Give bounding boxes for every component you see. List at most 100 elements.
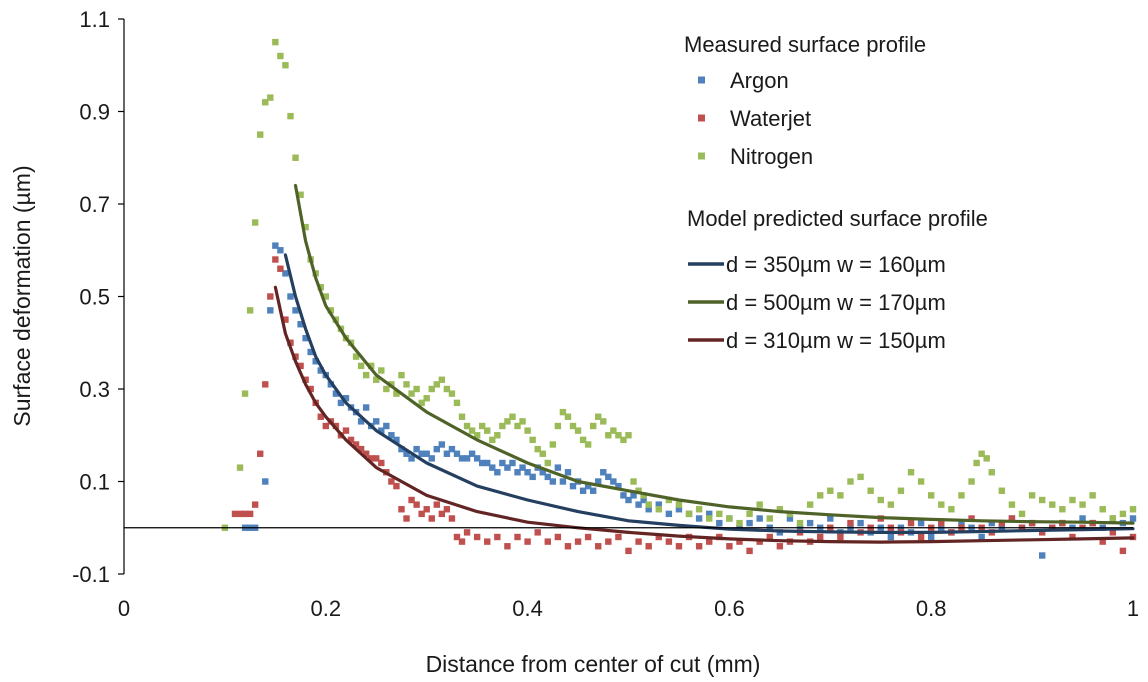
data-point-waterjet — [373, 455, 380, 462]
data-point-waterjet — [241, 510, 249, 518]
data-point-nitrogen — [655, 506, 662, 513]
data-point-argon — [267, 307, 274, 314]
legend-line-label-2: d = 500µm w = 170µm — [726, 290, 946, 315]
data-point-waterjet — [494, 533, 501, 541]
data-point-waterjet — [251, 501, 259, 508]
data-point-nitrogen — [706, 515, 713, 522]
data-point-argon — [917, 519, 925, 527]
data-point-waterjet — [645, 543, 652, 550]
data-point-nitrogen — [584, 441, 592, 448]
data-point-argon — [473, 455, 481, 462]
data-point-argon — [1129, 515, 1137, 522]
data-point-waterjet — [938, 519, 945, 527]
data-point-waterjet — [766, 533, 773, 541]
data-point-waterjet — [362, 450, 370, 457]
data-point-nitrogen — [534, 445, 541, 453]
data-point-argon — [489, 464, 496, 471]
data-point-argon — [438, 441, 446, 448]
data-point-waterjet — [292, 353, 299, 360]
data-point-waterjet — [453, 533, 461, 541]
data-point-waterjet — [297, 362, 304, 370]
data-point-argon — [398, 445, 405, 453]
y-tick-label: 0.5 — [79, 285, 110, 310]
data-point-argon — [277, 247, 284, 254]
data-point-argon — [282, 270, 289, 277]
data-point-argon — [746, 519, 753, 527]
data-point-waterjet — [342, 427, 350, 434]
data-point-waterjet — [433, 501, 440, 508]
data-point-nitrogen — [1069, 496, 1076, 504]
data-point-nitrogen — [362, 371, 370, 379]
data-point-argon — [332, 390, 340, 397]
data-point-nitrogen — [292, 154, 299, 161]
data-point-argon — [428, 455, 435, 462]
data-point-argon — [297, 321, 304, 328]
data-point-nitrogen — [645, 501, 652, 508]
data-point-nitrogen — [559, 408, 567, 416]
data-point-waterjet — [968, 515, 975, 522]
data-point-waterjet — [398, 506, 405, 513]
y-tick-label: 0.1 — [79, 470, 110, 495]
data-point-argon — [307, 348, 314, 356]
data-point-waterjet — [847, 519, 854, 527]
data-point-argon — [579, 487, 587, 494]
data-point-nitrogen — [413, 385, 420, 393]
data-point-argon — [524, 469, 531, 476]
data-point-argon — [595, 478, 602, 485]
legend-label-nitrogen: Nitrogen — [730, 144, 813, 169]
data-point-waterjet — [428, 515, 435, 522]
data-point-nitrogen — [589, 422, 597, 430]
data-point-argon — [978, 533, 985, 541]
data-point-waterjet — [504, 543, 511, 550]
data-point-nitrogen — [620, 436, 627, 444]
data-point-nitrogen — [907, 469, 915, 476]
data-point-nitrogen — [1079, 501, 1086, 508]
data-point-argon — [362, 404, 370, 411]
legend-scatter-entries: Argon Waterjet Nitrogen — [698, 68, 813, 169]
data-point-waterjet — [262, 381, 269, 388]
data-point-waterjet — [463, 529, 471, 536]
data-point-waterjet — [347, 436, 355, 444]
data-point-waterjet — [695, 543, 703, 550]
data-point-nitrogen — [867, 487, 874, 494]
data-point-argon — [559, 478, 567, 485]
data-point-nitrogen — [605, 432, 612, 439]
data-point-nitrogen — [806, 501, 814, 508]
legend-marker-waterjet — [698, 114, 705, 122]
data-point-nitrogen — [579, 436, 587, 444]
data-point-argon — [312, 358, 319, 365]
data-point-nitrogen — [665, 496, 673, 504]
y-tick-label: 1.1 — [79, 7, 110, 32]
data-point-waterjet — [267, 293, 274, 300]
data-point-waterjet — [236, 510, 244, 518]
data-point-waterjet — [277, 265, 284, 272]
data-point-nitrogen — [453, 399, 461, 407]
data-point-argon — [494, 469, 501, 476]
data-point-nitrogen — [433, 381, 440, 388]
x-tick-label: 0 — [118, 596, 130, 621]
data-point-argon — [615, 482, 622, 490]
data-point-argon — [499, 459, 506, 467]
data-point-nitrogen — [302, 223, 309, 231]
model-line-1 — [283, 253, 1135, 534]
data-point-nitrogen — [408, 390, 415, 397]
legend-label-argon: Argon — [730, 68, 789, 93]
data-point-waterjet — [448, 515, 456, 522]
data-point-nitrogen — [267, 94, 274, 101]
data-point-waterjet — [307, 385, 314, 393]
data-point-nitrogen — [968, 478, 975, 485]
data-point-argon — [695, 515, 703, 522]
data-point-waterjet — [438, 510, 446, 518]
data-point-nitrogen — [625, 432, 632, 439]
data-point-nitrogen — [796, 519, 804, 527]
data-point-nitrogen — [544, 459, 551, 467]
y-tick-label: 0.9 — [79, 100, 110, 125]
data-point-argon — [569, 482, 577, 490]
data-point-argon — [433, 445, 440, 453]
data-point-waterjet — [458, 538, 466, 545]
data-point-nitrogen — [484, 427, 491, 434]
data-point-nitrogen — [352, 353, 360, 360]
data-point-argon — [529, 473, 536, 481]
data-point-nitrogen — [1129, 506, 1137, 513]
